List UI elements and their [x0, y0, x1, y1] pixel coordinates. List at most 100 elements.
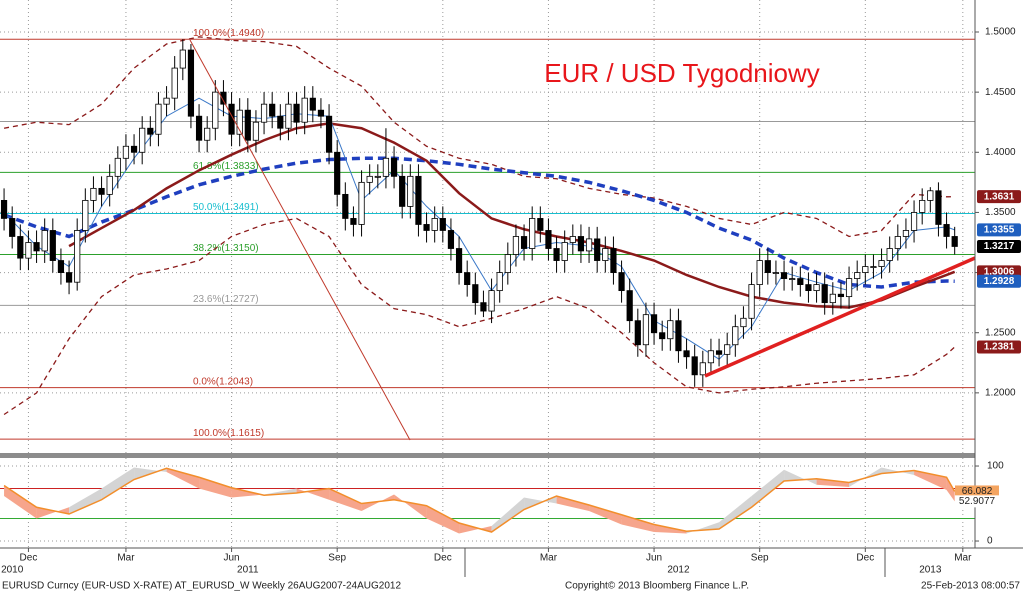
- candle-body: [130, 145, 138, 153]
- candles: [0, 39, 958, 387]
- year-label: 2010: [1, 565, 24, 576]
- value-tag-label: 66.082: [962, 486, 993, 497]
- candle-body: [837, 293, 845, 298]
- candle-body: [585, 238, 593, 252]
- fibonacci: 100.0%(1.4940) 61.8%(1.3833) 50.0%(1.3491)…: [0, 28, 975, 440]
- candle-body: [862, 266, 869, 273]
- candle-body: [98, 187, 105, 195]
- oscillator-fill: [4, 485, 37, 519]
- candle-body: [431, 218, 438, 231]
- candle-body: [886, 248, 893, 261]
- candle-body: [179, 49, 186, 69]
- candle-body: [204, 127, 211, 141]
- axes: Dec Mar Jun Sep Dec Mar Jun Sep Dec Mar 2010 2011 20…: [1, 27, 1021, 576]
- oscillator-fill: [621, 514, 655, 533]
- oscillator-line: [3, 467, 956, 533]
- footer-center: Copyright© 2013 Bloomberg Finance L.P.: [565, 581, 749, 592]
- x-tick-label: Jun: [224, 553, 240, 564]
- candle-body: [147, 127, 154, 135]
- candle-body: [707, 350, 715, 364]
- candle-body: [252, 121, 260, 141]
- candle-body: [260, 103, 268, 123]
- candle-body: [41, 230, 48, 252]
- candle-body: [740, 317, 747, 328]
- candle-body: [325, 115, 333, 153]
- oscillator-fill: [329, 488, 362, 512]
- x-tick-label: Dec: [856, 553, 874, 564]
- candle-body: [350, 218, 357, 225]
- candle-body: [334, 151, 341, 195]
- candle-body: [894, 236, 901, 249]
- candle-body: [423, 224, 430, 231]
- price-tag: [977, 340, 1021, 354]
- candle-body: [139, 127, 146, 153]
- chart-title: EUR / USD Tygodniowy: [544, 58, 820, 88]
- fib-label: 38.2%(1.3150): [193, 243, 259, 254]
- price-tag: [977, 239, 1021, 253]
- candle-body: [951, 236, 958, 247]
- candle-body: [618, 272, 625, 292]
- candle-body: [342, 193, 349, 219]
- value-tag: [955, 485, 999, 498]
- x-tick-label: Sep: [328, 553, 346, 564]
- grid: [0, 0, 975, 548]
- candle-body: [399, 175, 406, 207]
- fib-label: 0.0%(1.2043): [193, 376, 253, 387]
- candle-body: [464, 272, 471, 285]
- candle-body: [545, 230, 552, 249]
- fib-label: 100.0%(1.4940): [193, 28, 264, 39]
- candle-body: [805, 284, 812, 292]
- candle-body: [780, 272, 788, 279]
- x-tick-label: Sep: [751, 553, 769, 564]
- fib-label: 23.6%(1.2727): [193, 294, 259, 305]
- candle-body: [277, 115, 284, 129]
- candle-body: [902, 230, 910, 237]
- candle-body: [927, 190, 934, 201]
- candle-body: [488, 290, 495, 312]
- indicator-line: [3, 36, 955, 238]
- annotations: EUR / USD Tygodniowy: [189, 39, 976, 441]
- candle-body: [553, 248, 560, 261]
- oscillator-fill: [101, 467, 135, 500]
- candle-body: [65, 272, 73, 283]
- x-tick-label: Mar: [954, 553, 972, 564]
- oscillator-fill: [69, 488, 102, 515]
- footer-right: 25-Feb-2013 08:00:57: [921, 581, 1020, 592]
- candle-body: [25, 242, 32, 259]
- candle-body: [829, 293, 836, 304]
- oscillator-fill: [816, 478, 850, 488]
- panel-separator: [0, 453, 975, 458]
- candle-body: [512, 236, 520, 255]
- oscillator-fill: [36, 507, 70, 519]
- candle-body: [789, 278, 796, 280]
- candle-body: [439, 218, 446, 231]
- candle-body: [675, 320, 682, 352]
- candle-body: [626, 290, 633, 322]
- candle-body: [309, 97, 316, 111]
- x-tick-label: Dec: [20, 553, 38, 564]
- year-label: 2013: [919, 565, 942, 576]
- candle-body: [691, 356, 698, 376]
- candle-body: [447, 230, 455, 249]
- candle-body: [659, 332, 666, 340]
- candle-body: [155, 103, 162, 135]
- year-label: 2011: [237, 565, 259, 576]
- candle-body: [90, 187, 97, 201]
- oscillator-fill: [589, 505, 622, 525]
- x-tick-label: Jun: [646, 553, 662, 564]
- candle-body: [17, 236, 24, 259]
- candle-body: [187, 49, 195, 117]
- trend-line: [704, 256, 976, 378]
- candle-body: [870, 266, 877, 268]
- candle-body: [455, 248, 463, 273]
- candle-body: [642, 314, 650, 346]
- x-tick-label: Mar: [117, 553, 135, 564]
- candle-body: [0, 199, 8, 219]
- candle-body: [57, 260, 65, 273]
- candle-body: [594, 238, 601, 261]
- candle-body: [301, 97, 308, 123]
- y-tick-label: 1.5000: [985, 27, 1016, 38]
- x-tick-label: Mar: [540, 553, 558, 564]
- candle-body: [212, 91, 219, 129]
